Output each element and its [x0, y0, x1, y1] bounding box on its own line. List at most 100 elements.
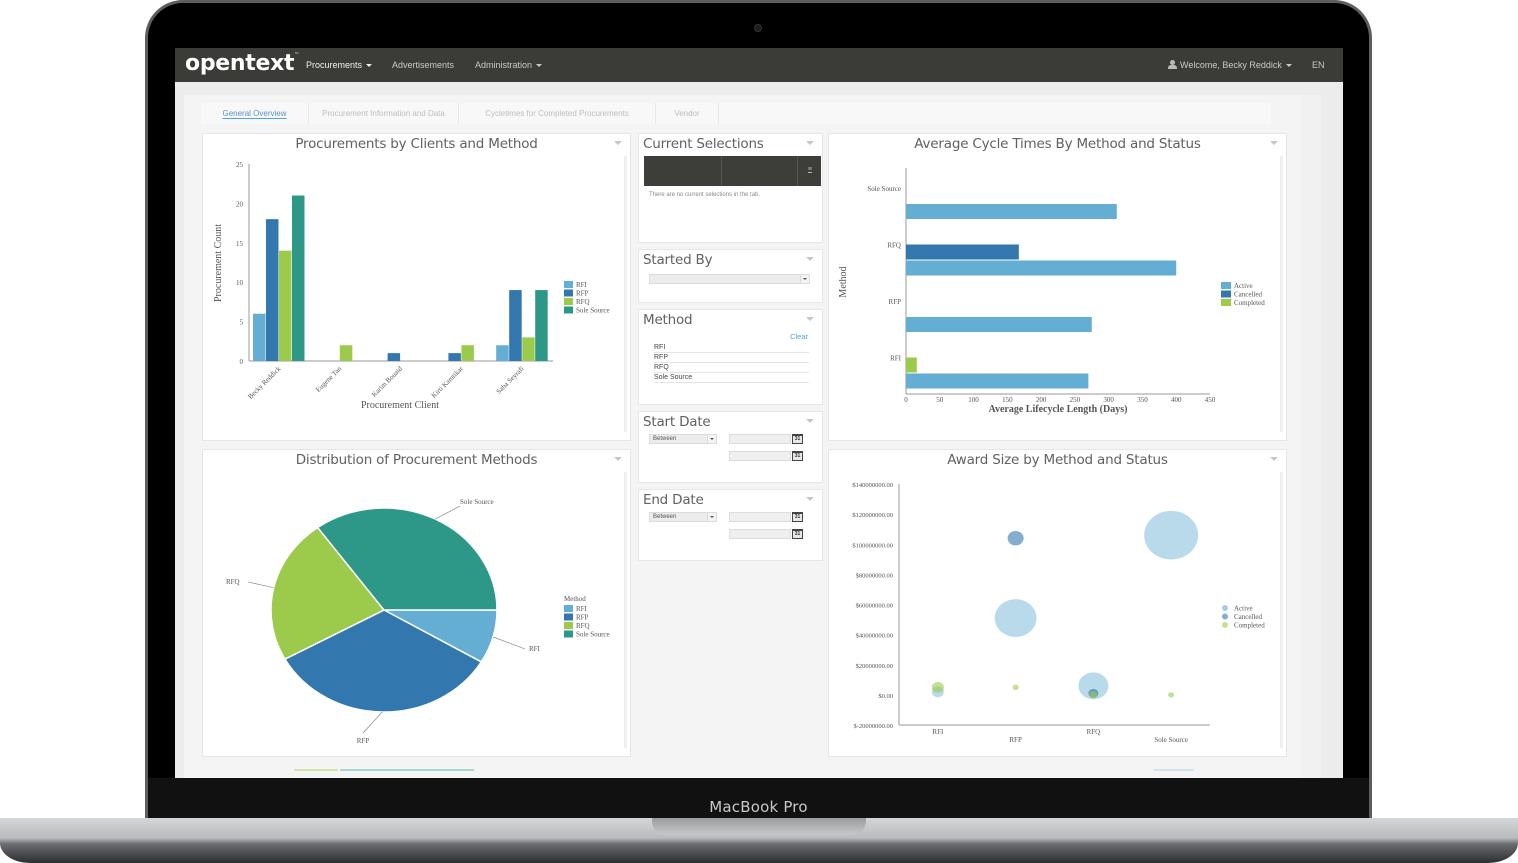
svg-text:RFQ: RFQ: [576, 298, 590, 306]
svg-text:Procurement Count: Procurement Count: [213, 224, 224, 302]
svg-text:10: 10: [236, 279, 244, 287]
svg-text:$-20000000.00: $-20000000.00: [853, 723, 893, 730]
language-selector[interactable]: EN: [1312, 60, 1325, 70]
svg-text:Method: Method: [564, 595, 586, 603]
scrollbar[interactable]: [1280, 472, 1283, 748]
svg-text:RFP: RFP: [576, 290, 589, 298]
panel-award-chart: Award Size by Method and Status $-200000…: [828, 449, 1287, 757]
svg-text:0: 0: [240, 358, 244, 366]
laptop-chin: MacBook Pro: [148, 778, 1369, 820]
method-option-sole-source[interactable]: Sole Source: [654, 373, 809, 383]
panel-title: Distribution of Procurement Methods: [295, 452, 538, 468]
calendar-icon[interactable]: 31: [792, 512, 803, 522]
end-date-from-input[interactable]: [729, 512, 791, 522]
nav-procurements[interactable]: Procurements: [306, 60, 373, 70]
tab-vendor[interactable]: Vendor: [656, 103, 719, 124]
nav-administration[interactable]: Administration: [475, 60, 543, 70]
method-option-rfq[interactable]: RFQ: [654, 363, 809, 373]
svg-text:RFI: RFI: [932, 728, 944, 736]
selections-menu-icon[interactable]: ≡: [807, 166, 812, 173]
bottom-strip: [1154, 769, 1194, 771]
bubble-chart-award: $-20000000.00 $0.00 $20000000.00 $40000000.…: [852, 482, 1265, 744]
panel-menu-icon[interactable]: [806, 317, 814, 321]
panel-menu-icon[interactable]: [806, 497, 814, 501]
svg-text:150: 150: [1002, 396, 1013, 404]
calendar-icon[interactable]: 31: [792, 529, 803, 539]
user-menu[interactable]: Welcome, Becky Reddick: [1168, 60, 1292, 70]
empty-selections-text: There are no current selections in the t…: [649, 192, 761, 198]
tab-bar: General Overview Procurement Information…: [201, 103, 1271, 124]
panel-menu-icon[interactable]: [614, 141, 622, 145]
svg-text:5: 5: [240, 319, 244, 327]
svg-text:RFP: RFP: [1009, 736, 1022, 744]
panel-title: Award Size by Method and Status: [947, 452, 1168, 468]
method-option-rfi[interactable]: RFI: [654, 343, 809, 353]
laptop-notch: [652, 818, 866, 835]
nav-advertisements[interactable]: Advertisements: [392, 60, 454, 70]
calendar-icon[interactable]: 31: [792, 434, 803, 444]
svg-text:RFQ: RFQ: [576, 622, 590, 630]
nav-label: Administration: [475, 60, 533, 70]
panel-method: Method Clear RFI RFP RFQ Sole Source: [638, 309, 823, 405]
start-date-operator-dropdown[interactable]: Between: [649, 434, 717, 444]
panel-menu-icon[interactable]: [806, 419, 814, 423]
svg-text:Sole Source: Sole Source: [460, 498, 494, 506]
svg-text:400: 400: [1171, 396, 1182, 404]
svg-text:$20000000.00: $20000000.00: [856, 663, 893, 670]
opentext-logo[interactable]: opentext™: [185, 51, 299, 76]
device-label: MacBook Pro: [709, 798, 808, 816]
tab-general-overview[interactable]: General Overview: [201, 103, 309, 124]
panel-menu-icon[interactable]: [614, 457, 622, 461]
svg-text:350: 350: [1137, 396, 1148, 404]
svg-text:Karim Bouaid: Karim Bouaid: [370, 364, 404, 398]
user-icon: [1168, 60, 1177, 69]
svg-text:$120000000.00: $120000000.00: [852, 512, 893, 519]
svg-text:Average Lifecycle Length (Days: Average Lifecycle Length (Days): [989, 404, 1128, 415]
logo-text: opentext: [185, 51, 295, 76]
svg-text:450: 450: [1205, 396, 1216, 404]
svg-text:300: 300: [1103, 396, 1114, 404]
svg-text:RFP: RFP: [576, 614, 589, 622]
svg-text:$60000000.00: $60000000.00: [856, 603, 893, 610]
start-date-from-input[interactable]: [729, 434, 791, 444]
end-date-operator-dropdown[interactable]: Between: [649, 512, 717, 522]
dropdown-value: Between: [653, 514, 677, 520]
clear-method-link[interactable]: Clear: [790, 332, 808, 341]
panel-title: End Date: [643, 492, 704, 508]
calendar-icon[interactable]: 31: [792, 451, 803, 461]
start-date-to-input[interactable]: [729, 451, 791, 461]
top-navbar: opentext™ Procurements Advertisements Ad…: [175, 48, 1343, 82]
svg-text:$80000000.00: $80000000.00: [856, 572, 893, 579]
svg-text:200: 200: [1036, 396, 1047, 404]
end-date-to-input[interactable]: [729, 529, 791, 539]
screen: opentext™ Procurements Advertisements Ad…: [175, 48, 1343, 778]
scrollbar[interactable]: [624, 156, 627, 432]
scrollbar[interactable]: [1280, 156, 1283, 432]
panel-title: Current Selections: [643, 136, 764, 152]
svg-text:$0.00: $0.00: [878, 693, 893, 700]
panel-menu-icon[interactable]: [806, 257, 814, 261]
dropdown-value: Between: [653, 436, 677, 442]
svg-text:$40000000.00: $40000000.00: [856, 633, 893, 640]
panel-menu-icon[interactable]: [806, 141, 814, 145]
svg-text:Completed: Completed: [1234, 622, 1265, 630]
dashboard-content: General Overview Procurement Information…: [184, 95, 1301, 778]
svg-text:Sole Source: Sole Source: [576, 307, 610, 315]
trademark: ™: [294, 52, 299, 58]
panel-menu-icon[interactable]: [1270, 141, 1278, 145]
started-by-dropdown[interactable]: [649, 274, 810, 284]
method-option-rfp[interactable]: RFP: [654, 353, 809, 363]
bottom-strip: [294, 769, 338, 771]
svg-text:RFI: RFI: [576, 281, 588, 289]
svg-text:RFQ: RFQ: [1087, 728, 1101, 736]
svg-text:Kirti Kamtikar: Kirti Kamtikar: [430, 364, 465, 399]
tab-cycletimes[interactable]: Cycletimes for Completed Procurements: [459, 103, 656, 124]
tab-procurement-information[interactable]: Procurement Information and Data: [309, 103, 459, 124]
selections-header: ≡: [644, 156, 821, 186]
svg-text:Sole Source: Sole Source: [1154, 736, 1188, 744]
panel-menu-icon[interactable]: [1270, 457, 1278, 461]
scrollbar[interactable]: [624, 472, 627, 748]
svg-text:Sole Source: Sole Source: [867, 185, 901, 193]
svg-text:RFI: RFI: [890, 355, 902, 363]
bar-chart-clients: 0 5 10 15 20 25 Becky Reddick Eugene Tan Karim B…: [213, 161, 610, 411]
